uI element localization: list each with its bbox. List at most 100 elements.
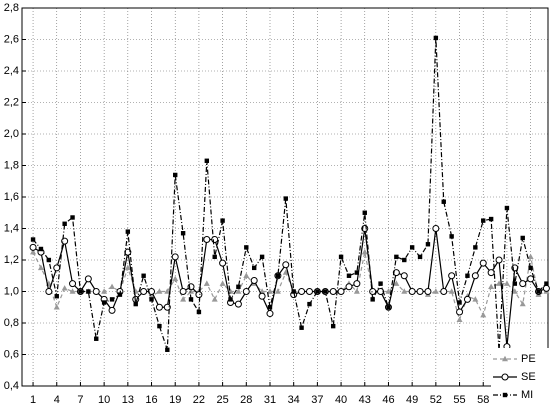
x-tick-label: 7 — [77, 394, 83, 406]
point — [92, 288, 100, 295]
point — [220, 218, 225, 223]
y-tick-label: 1,0 — [4, 285, 19, 297]
point — [282, 269, 289, 275]
x-tick-label: 40 — [335, 394, 347, 406]
point — [353, 280, 361, 288]
point — [203, 236, 211, 244]
point — [463, 295, 471, 303]
point — [266, 310, 274, 318]
legend-label: MI — [521, 389, 533, 401]
y-tick-label: 2,6 — [4, 33, 19, 45]
series — [30, 35, 549, 354]
point — [195, 291, 203, 299]
point — [472, 296, 479, 302]
point — [400, 272, 408, 280]
y-tick-label: 0,6 — [4, 348, 19, 360]
legend-marker — [502, 355, 508, 362]
point — [440, 288, 448, 295]
point — [204, 158, 210, 163]
y-tick-label: 2,2 — [4, 96, 19, 108]
point — [307, 301, 312, 307]
x-tick-label: 58 — [477, 394, 489, 406]
point — [481, 218, 486, 223]
point — [69, 280, 77, 288]
point — [46, 257, 52, 263]
point — [528, 265, 533, 271]
point — [449, 234, 454, 239]
point — [275, 273, 281, 278]
point — [101, 288, 108, 294]
point — [259, 254, 265, 260]
point — [511, 288, 518, 294]
legend-label: PE — [521, 353, 536, 365]
x-tick-label: 19 — [169, 394, 181, 406]
point — [345, 283, 353, 291]
point — [496, 280, 503, 286]
point — [124, 264, 131, 271]
y-tick-label: 1,4 — [4, 222, 19, 234]
x-tick-label: 34 — [288, 394, 300, 406]
point — [361, 248, 368, 255]
point — [299, 325, 304, 330]
point — [408, 288, 416, 295]
point — [369, 288, 377, 295]
point — [385, 288, 392, 294]
point — [433, 35, 439, 41]
point — [274, 288, 281, 294]
point — [235, 288, 242, 294]
point — [165, 347, 170, 352]
point — [520, 235, 525, 241]
point — [298, 288, 306, 295]
point — [228, 297, 233, 302]
point — [108, 306, 116, 314]
point — [283, 196, 288, 201]
point — [86, 289, 91, 294]
x-tick-label: 10 — [98, 394, 110, 406]
y-tick-label: 2,0 — [4, 128, 19, 140]
point — [417, 254, 423, 260]
x-tick-label: 49 — [406, 394, 418, 406]
point — [527, 253, 534, 260]
point — [488, 216, 494, 222]
x-tick-label: 16 — [145, 394, 157, 406]
point — [30, 237, 36, 242]
point — [330, 323, 336, 329]
point — [70, 215, 75, 220]
point — [480, 311, 487, 318]
point — [346, 273, 352, 278]
x-tick-label: 52 — [430, 394, 442, 406]
point — [148, 293, 155, 299]
point — [125, 229, 131, 234]
point — [386, 305, 391, 310]
point — [441, 199, 446, 204]
point — [94, 336, 99, 341]
y-tick-label: 0,8 — [4, 317, 19, 329]
point — [473, 245, 478, 250]
x-tick-label: 31 — [264, 394, 276, 406]
point — [141, 273, 146, 278]
point — [471, 272, 479, 280]
point — [267, 305, 273, 310]
point — [519, 300, 526, 307]
x-tick-label: 1 — [30, 394, 36, 406]
point — [140, 288, 148, 295]
point — [251, 265, 257, 271]
x-tick-label: 43 — [359, 394, 371, 406]
point — [503, 280, 510, 286]
point — [61, 237, 69, 245]
point — [172, 275, 179, 282]
point — [250, 276, 258, 284]
y-tick-label: 1,8 — [4, 159, 19, 171]
point — [171, 253, 179, 261]
point — [456, 308, 464, 316]
x-tick-label: 46 — [382, 394, 394, 406]
point — [354, 270, 360, 275]
point — [338, 254, 344, 260]
point — [203, 280, 210, 286]
point — [519, 280, 527, 288]
point — [479, 259, 487, 267]
point — [402, 257, 407, 263]
point — [156, 288, 163, 294]
point — [465, 273, 470, 278]
point — [315, 289, 320, 294]
